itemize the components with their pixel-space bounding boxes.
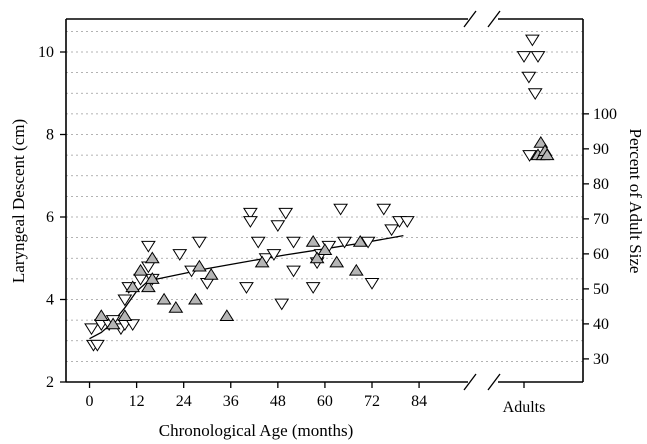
data-point-down	[242, 207, 258, 220]
y-tick-label: 2	[46, 374, 54, 391]
data-point-down	[364, 277, 380, 290]
right-tick-label: 30	[593, 351, 609, 368]
data-point-down	[125, 319, 141, 332]
data-point-up	[133, 263, 148, 276]
adult-point-up	[533, 135, 549, 148]
right-tick-label: 90	[593, 141, 609, 158]
data-point-up	[254, 255, 270, 268]
data-point-up	[203, 267, 219, 280]
data-points	[84, 34, 555, 352]
right-tick-label: 50	[593, 281, 609, 298]
data-point-down	[278, 207, 294, 220]
data-point-down	[199, 277, 215, 290]
data-point-down	[89, 339, 105, 352]
data-point-up	[105, 317, 121, 330]
adults-category-label: Adults	[503, 399, 546, 416]
x-tick-label: 60	[317, 393, 333, 410]
x-tick-label: 48	[270, 393, 286, 410]
right-axis-label: Percent of Adult Size	[626, 129, 645, 274]
data-point-up	[329, 255, 345, 268]
data-point-down	[172, 249, 188, 261]
data-point-up	[156, 292, 172, 305]
adult-point-down	[516, 51, 532, 63]
y-axis-label: Laryngeal Descent (cm)	[9, 119, 28, 283]
data-point-up	[168, 300, 184, 313]
data-point-down	[140, 240, 156, 253]
right-tick-label: 100	[593, 106, 617, 123]
right-tick-label: 40	[593, 316, 609, 333]
adult-point-up	[539, 148, 555, 161]
data-point-up	[309, 251, 325, 264]
data-point-down	[274, 298, 290, 311]
right-tick-label: 80	[593, 176, 609, 193]
axis-break-mark	[487, 373, 501, 391]
data-point-down	[333, 203, 349, 216]
data-point-up	[348, 263, 364, 276]
data-point-up	[219, 309, 235, 322]
data-point-down	[305, 282, 321, 294]
x-axis-label: Chronological Age (months)	[159, 421, 354, 440]
data-point-down	[337, 236, 352, 249]
adult-point-down	[524, 34, 540, 47]
data-point-down	[191, 236, 207, 249]
data-point-down	[250, 236, 266, 249]
data-point-down	[242, 216, 258, 228]
x-tick-label: 0	[86, 393, 94, 410]
x-tick-label: 84	[411, 393, 427, 410]
data-point-up	[144, 251, 160, 264]
data-point-down	[286, 236, 301, 249]
x-tick-label: 72	[364, 393, 380, 410]
axis-break-mark	[463, 10, 477, 28]
data-point-up	[317, 243, 333, 256]
adult-point-down	[522, 150, 538, 162]
x-tick-label: 12	[129, 393, 145, 410]
axes	[60, 10, 589, 391]
x-tick-label: 24	[176, 393, 192, 410]
data-point-down	[376, 203, 392, 216]
data-point-up	[117, 309, 133, 322]
data-point-up	[305, 234, 321, 247]
gridlines	[66, 30, 583, 362]
data-point-down	[266, 249, 282, 261]
right-tick-label: 70	[593, 211, 609, 228]
data-point-down	[399, 216, 415, 228]
data-point-up	[191, 259, 207, 272]
adult-point-down	[530, 51, 546, 63]
adult-point-down	[521, 71, 537, 84]
right-tick-label: 60	[593, 246, 609, 263]
adult-point-down	[527, 88, 543, 101]
data-point-down	[84, 323, 99, 336]
data-point-down	[239, 282, 254, 294]
data-point-up	[188, 292, 203, 305]
y-tick-label: 8	[46, 127, 54, 144]
y-tick-label: 6	[46, 209, 54, 226]
data-point-down	[117, 294, 133, 307]
data-point-down	[384, 224, 400, 237]
axis-break-mark	[487, 10, 501, 28]
data-point-up	[125, 280, 141, 293]
x-tick-label: 36	[223, 393, 239, 410]
data-point-down	[286, 265, 301, 278]
y-tick-label: 10	[38, 44, 54, 61]
data-point-up	[352, 234, 368, 247]
data-point-up	[93, 309, 109, 322]
data-point-down	[270, 220, 286, 233]
data-point-up	[144, 272, 160, 284]
y-tick-label: 4	[46, 292, 54, 309]
axis-break-mark	[463, 373, 477, 391]
data-point-up	[140, 280, 156, 293]
